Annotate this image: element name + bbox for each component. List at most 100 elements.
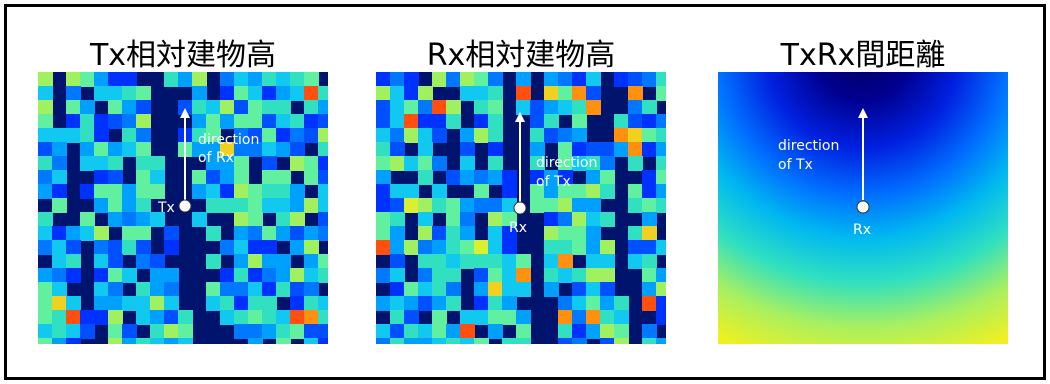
- building-cell: [600, 142, 615, 157]
- building-cell: [38, 310, 53, 325]
- building-cell: [586, 72, 601, 87]
- building-cell: [544, 212, 559, 227]
- building-cell: [572, 324, 587, 339]
- building-cell: [38, 184, 53, 199]
- building-cell: [94, 310, 109, 325]
- building-cell: [376, 198, 391, 213]
- building-cell: [502, 184, 517, 199]
- building-cell: [206, 100, 221, 115]
- building-cell: [432, 296, 447, 311]
- building-cell: [628, 114, 643, 129]
- building-cell: [446, 324, 461, 339]
- building-cell: [248, 240, 263, 255]
- building-cell: [94, 142, 109, 157]
- building-cell: [290, 324, 305, 339]
- building-cell: [404, 86, 419, 101]
- building-cell: [318, 226, 328, 241]
- point-label: Rx: [853, 222, 871, 238]
- building-cell: [304, 338, 319, 344]
- building-cell: [488, 170, 503, 185]
- building-cell: [614, 296, 629, 311]
- building-cell: [432, 324, 447, 339]
- building-cell: [304, 72, 319, 87]
- building-cell: [220, 156, 235, 171]
- direction-arrowhead: [180, 108, 190, 118]
- building-cell: [614, 142, 629, 157]
- building-cell: [572, 128, 587, 143]
- building-cell: [66, 268, 81, 283]
- building-cell: [516, 100, 531, 115]
- building-cell: [586, 296, 601, 311]
- building-cell: [52, 310, 67, 325]
- building-cell: [642, 212, 657, 227]
- building-cell: [418, 296, 433, 311]
- building-cell: [304, 240, 319, 255]
- building-cell: [614, 310, 629, 325]
- building-cell: [150, 282, 165, 297]
- building-cell: [390, 310, 405, 325]
- building-cell: [318, 212, 328, 227]
- building-cell: [80, 324, 95, 339]
- building-cell: [318, 170, 328, 185]
- building-cell: [150, 310, 165, 325]
- building-cell: [446, 268, 461, 283]
- building-cell: [164, 338, 179, 344]
- building-cell: [234, 100, 249, 115]
- building-cell: [488, 310, 503, 325]
- building-cell: [544, 100, 559, 115]
- building-cell: [66, 324, 81, 339]
- building-cell: [206, 156, 221, 171]
- building-cell: [66, 240, 81, 255]
- building-cell: [38, 226, 53, 241]
- building-cell: [220, 296, 235, 311]
- building-cell: [432, 184, 447, 199]
- building-cell: [656, 72, 666, 87]
- building-cell: [460, 72, 475, 87]
- building-cell: [66, 114, 81, 129]
- building-cell: [122, 72, 137, 87]
- building-cell: [206, 114, 221, 129]
- building-cell: [290, 198, 305, 213]
- building-cell: [530, 128, 545, 143]
- building-cell: [80, 310, 95, 325]
- building-cell: [220, 86, 235, 101]
- direction-label-line1: direction: [536, 155, 597, 171]
- building-cell: [600, 324, 615, 339]
- building-cell: [290, 142, 305, 157]
- building-cell: [642, 72, 657, 87]
- building-cell: [600, 296, 615, 311]
- building-cell: [544, 240, 559, 255]
- building-cell: [234, 212, 249, 227]
- building-cell: [192, 184, 207, 199]
- building-cell: [108, 282, 123, 297]
- building-cell: [516, 86, 531, 101]
- building-cell: [290, 86, 305, 101]
- building-cell: [502, 310, 517, 325]
- building-cell: [488, 156, 503, 171]
- building-cell: [136, 198, 151, 213]
- direction-label-line2: of Tx: [778, 157, 813, 173]
- building-cell: [586, 86, 601, 101]
- building-cell: [544, 72, 559, 87]
- heatmap-distance-svg: direction of Tx Rx: [718, 72, 1008, 344]
- building-cell: [38, 100, 53, 115]
- building-cell: [122, 296, 137, 311]
- building-cell: [642, 114, 657, 129]
- building-cell: [628, 142, 643, 157]
- building-cell: [432, 114, 447, 129]
- building-cell: [586, 170, 601, 185]
- building-cell: [600, 310, 615, 325]
- building-cell: [390, 86, 405, 101]
- building-cell: [108, 156, 123, 171]
- building-cell: [418, 282, 433, 297]
- building-cell: [192, 128, 207, 143]
- building-cell: [262, 254, 277, 269]
- building-cell: [544, 268, 559, 283]
- building-cell: [248, 198, 263, 213]
- building-cell: [94, 114, 109, 129]
- building-cell: [108, 268, 123, 283]
- building-cell: [432, 254, 447, 269]
- building-cell: [488, 240, 503, 255]
- building-cell: [586, 198, 601, 213]
- building-cell: [52, 324, 67, 339]
